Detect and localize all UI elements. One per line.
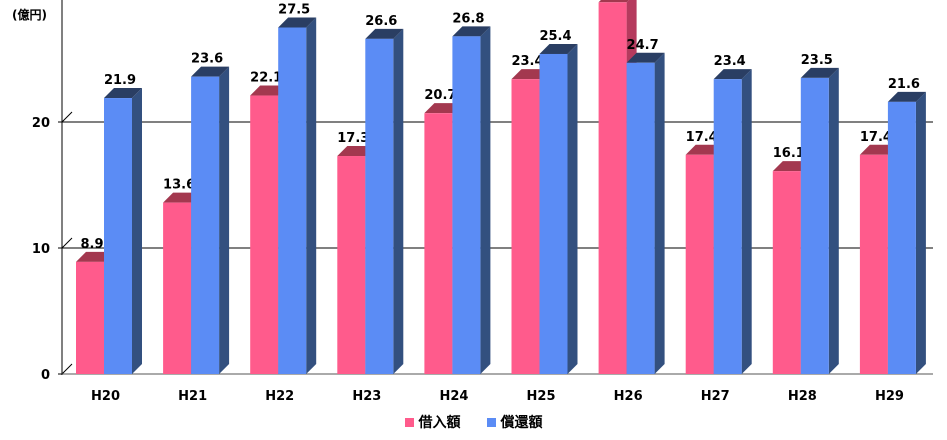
data-label: 20.7 xyxy=(424,88,456,103)
data-label: 23.4 xyxy=(511,54,543,69)
data-label: 13.6 xyxy=(163,178,195,193)
legend-item-repayment: 償還額 xyxy=(486,412,543,432)
x-tick-label: H26 xyxy=(614,389,643,404)
bar-top xyxy=(365,28,404,39)
data-label: 21.6 xyxy=(888,77,920,92)
bar xyxy=(163,202,192,374)
bar xyxy=(539,53,568,375)
bar xyxy=(104,98,132,374)
bar-top xyxy=(278,17,317,28)
bar-top xyxy=(626,52,665,63)
bar xyxy=(191,76,220,374)
legend-swatch-borrowing xyxy=(404,417,414,427)
bar-side xyxy=(567,43,578,375)
data-label: 25.4 xyxy=(539,29,571,44)
bar xyxy=(800,77,829,375)
data-label: 16.1 xyxy=(773,146,805,161)
y-tick-label: 10 xyxy=(32,242,50,257)
bar xyxy=(626,62,655,374)
bar xyxy=(452,36,481,374)
bar-side xyxy=(132,88,142,374)
legend: 借入額 償還額 xyxy=(0,412,947,432)
data-label: 23.4 xyxy=(714,54,746,69)
bar xyxy=(685,154,714,374)
x-tick-label: H24 xyxy=(439,389,468,404)
y-tick-label: 20 xyxy=(32,116,50,131)
bar-side xyxy=(654,52,665,374)
bar xyxy=(511,79,540,374)
data-label: 17.3 xyxy=(337,131,369,146)
y-tick-label: 0 xyxy=(41,368,50,383)
data-label: 21.9 xyxy=(104,73,136,88)
gridline-depth xyxy=(61,363,73,375)
x-tick-label: H28 xyxy=(788,389,817,404)
x-tick-label: H20 xyxy=(91,389,120,404)
data-label: 8.9 xyxy=(80,237,103,252)
bar-side xyxy=(393,28,404,375)
data-label: 23.6 xyxy=(191,52,223,67)
x-tick-label: H25 xyxy=(527,389,556,404)
x-tick-label: H21 xyxy=(178,389,207,404)
legend-label-repayment: 償還額 xyxy=(500,415,543,431)
x-tick-label: H29 xyxy=(875,389,904,404)
bar xyxy=(598,2,627,375)
bar xyxy=(365,38,394,375)
bar xyxy=(887,101,916,374)
x-tick-label: H22 xyxy=(265,389,294,404)
gridline-depth xyxy=(61,237,73,249)
bar xyxy=(424,113,453,375)
data-label: 27.5 xyxy=(278,3,310,18)
bar xyxy=(337,156,366,374)
bar xyxy=(278,27,307,374)
bar-side xyxy=(741,69,752,374)
data-label: 17.4 xyxy=(686,130,718,145)
data-label: 23.5 xyxy=(801,53,833,68)
bar-chart: 0 10 20 8.9 21.9 H20 13.6 23.6 H21 22.1 27.5 H22 17.… xyxy=(32,0,933,404)
bar xyxy=(76,261,104,374)
bar-side xyxy=(306,17,317,374)
bar-side xyxy=(480,26,491,374)
bar-top xyxy=(452,26,491,37)
bar xyxy=(772,171,801,374)
bar-side xyxy=(828,67,839,375)
legend-item-borrowing: 借入額 xyxy=(404,412,461,432)
bar-top xyxy=(191,66,230,77)
bar xyxy=(250,95,279,374)
legend-swatch-repayment xyxy=(486,417,496,427)
legend-label-borrowing: 借入額 xyxy=(418,415,461,431)
bar xyxy=(713,79,742,374)
bar-top xyxy=(713,69,752,80)
gridline-depth xyxy=(61,111,73,123)
bar-top xyxy=(104,88,142,99)
data-label: 22.1 xyxy=(250,71,282,86)
bar-top xyxy=(598,0,629,3)
bar-top xyxy=(887,91,926,102)
x-tick-label: H23 xyxy=(352,389,381,404)
data-label: 26.6 xyxy=(365,14,397,29)
bar-top xyxy=(800,67,839,78)
bar xyxy=(859,154,888,374)
bar-top xyxy=(539,43,578,54)
data-label: 26.8 xyxy=(452,11,484,26)
data-label: 24.7 xyxy=(627,38,659,53)
x-tick-label: H27 xyxy=(701,389,730,404)
y-axis-unit-label: (億円) xyxy=(12,8,47,22)
bar-side xyxy=(915,91,926,374)
bar-side xyxy=(219,66,230,374)
data-label: 17.4 xyxy=(860,130,892,145)
